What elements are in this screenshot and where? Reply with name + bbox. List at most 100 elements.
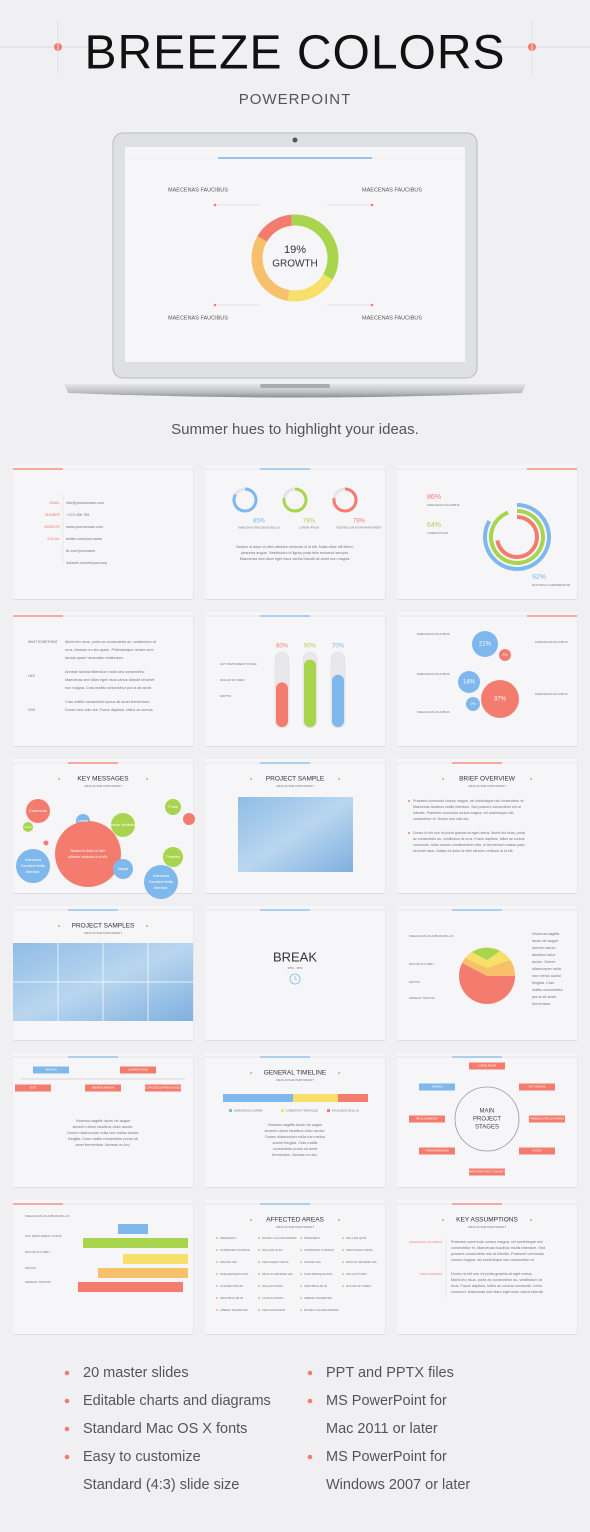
label: DONEC ULLAMCORPER bbox=[304, 1308, 339, 1312]
label: consectetur et. Donec sed odio dui. bbox=[413, 817, 469, 821]
feature-item: MS PowerPoint for bbox=[326, 1449, 447, 1465]
label: MAIN bbox=[480, 1109, 495, 1115]
hero-label: MAECENAS FAUCIBUS bbox=[168, 315, 228, 321]
hero-label: MAECENAS FAUCIBUS bbox=[362, 315, 422, 321]
label: FELIS COMMODO bbox=[416, 1117, 438, 1121]
label: FUSCE bbox=[533, 1149, 542, 1153]
slide-subtitle: CRAS ETIAM PARTURIENT bbox=[468, 784, 506, 788]
bubble bbox=[111, 813, 135, 837]
feature-item: Mac 2011 or later bbox=[326, 1421, 438, 1437]
tube-fill bbox=[304, 659, 316, 727]
label: Commodo bbox=[29, 808, 48, 813]
label: DOLOR SIT AMET bbox=[220, 678, 245, 682]
bullet bbox=[300, 1309, 302, 1311]
bubble bbox=[26, 799, 50, 823]
label: LOREM IPSUM bbox=[427, 531, 449, 535]
leader-dot bbox=[370, 303, 374, 307]
bullet bbox=[216, 1309, 218, 1311]
label: EMAIL bbox=[49, 501, 60, 505]
bullet bbox=[300, 1285, 302, 1287]
label: EDIT bbox=[30, 1086, 37, 1090]
stage-box bbox=[529, 1115, 565, 1123]
label: laoreet rutrum faucibus dolor auctor. bbox=[73, 1125, 134, 1129]
label: fermentum. Aenean eu leo. bbox=[272, 1153, 318, 1157]
dot bbox=[58, 925, 60, 927]
slide-thumb: BREAK 2PM - 3PM bbox=[205, 906, 386, 1041]
label: MAECENAS FAUCIBUS bbox=[417, 632, 450, 636]
dot bbox=[530, 778, 532, 780]
label: NUMBER bbox=[45, 513, 61, 517]
label: Vivamus sagittis lacus vel augue bbox=[76, 1119, 131, 1123]
bullet bbox=[64, 1426, 70, 1432]
label: Maecenas sed diam eget risus varius blan… bbox=[65, 678, 155, 682]
label: 14% bbox=[463, 680, 476, 686]
label: MATTIS bbox=[25, 1266, 36, 1270]
dot bbox=[250, 1072, 252, 1074]
label: FAUCIBUS MOLLIS bbox=[332, 1108, 359, 1112]
stage-box bbox=[469, 1168, 505, 1176]
label: LOREM IPSUM bbox=[478, 1064, 496, 1068]
label: MAECENAS FAUCIBUS bbox=[417, 710, 450, 714]
label: AENEAN bbox=[45, 1068, 57, 1072]
label: Maecenas sed diam eget risus varius blan… bbox=[240, 557, 350, 561]
dot bbox=[338, 1219, 340, 1221]
dot bbox=[442, 1219, 444, 1221]
dot bbox=[250, 1219, 252, 1221]
arc bbox=[495, 515, 539, 559]
slide bbox=[397, 1200, 577, 1334]
label: MAECENAS FAUCIBUS bbox=[409, 1240, 442, 1244]
tube-fill bbox=[276, 682, 288, 727]
label: fb.com/yourname bbox=[66, 549, 95, 553]
slide bbox=[205, 465, 385, 599]
label: Interdum. bbox=[154, 886, 169, 890]
bullet bbox=[216, 1285, 218, 1287]
leader-dot bbox=[370, 203, 374, 207]
bubble bbox=[144, 865, 178, 899]
label: MAECENAS LOREM bbox=[234, 1108, 263, 1112]
feature-item: Windows 2007 or later bbox=[326, 1477, 470, 1493]
bubble bbox=[466, 697, 480, 711]
label: MAGNA VEL bbox=[304, 1260, 322, 1264]
legend-swatch bbox=[327, 1109, 330, 1112]
slide-title: KEY ASSUMPTIONS bbox=[456, 1217, 518, 1224]
slide-title: AFFECTED AREAS bbox=[266, 1217, 324, 1224]
label: LIGULA PORTA bbox=[262, 1296, 283, 1300]
label: linkedin.com/in/yourcarp bbox=[66, 561, 107, 565]
label: SOLLICITUDIN bbox=[262, 1284, 283, 1288]
bullet bbox=[300, 1297, 302, 1299]
dot bbox=[183, 813, 195, 825]
label: non metus auctor bbox=[532, 974, 562, 978]
label: AENEAN TORTOR bbox=[25, 1280, 51, 1284]
dot bbox=[250, 778, 252, 780]
arc bbox=[291, 214, 339, 280]
label: COMMODO CURSUS bbox=[220, 1248, 250, 1252]
label: posuere consectetur est at lobortis. Pra… bbox=[451, 1252, 544, 1256]
slide bbox=[13, 465, 193, 599]
slide-title: BREAK bbox=[273, 949, 317, 964]
label: commodo, tortor mauris condimentum nibh,… bbox=[413, 843, 525, 847]
slide-thumb: EMAIL NUMBER WEBSITE SOCIAL info@yourdomain.… bbox=[13, 465, 194, 600]
label: MATTIS bbox=[220, 694, 231, 698]
donut-value: 19% bbox=[284, 244, 306, 256]
bullet bbox=[216, 1237, 218, 1239]
ring bbox=[454, 1086, 520, 1152]
label: +123 456 789 bbox=[66, 513, 89, 517]
bubble bbox=[55, 821, 121, 887]
label: VESTIBULUM ID bbox=[304, 1284, 328, 1288]
bar bbox=[338, 1094, 368, 1102]
slide-thumb: 86% MAECENAS FAUCIBUS 64% LOREM IPSUM 92% MUL… bbox=[397, 465, 578, 600]
clock-hands bbox=[294, 976, 298, 981]
stage-box bbox=[85, 1084, 121, 1092]
arc bbox=[483, 503, 551, 571]
slide-thumb: MAECENAS FAUCIBUS MOLLIS SUT PARTURIENT F… bbox=[13, 1200, 194, 1335]
label: SOCIAL bbox=[47, 537, 60, 541]
label: Praesent commodo cursus magna, vel scele… bbox=[451, 1240, 543, 1244]
label: Maecenas bbox=[153, 874, 169, 878]
label: Nullam id dolor id nibh ultricies vehicu… bbox=[236, 545, 354, 549]
label: Cras mattis consectetur purus sit amet f… bbox=[65, 700, 150, 704]
label: 37% bbox=[494, 697, 507, 703]
